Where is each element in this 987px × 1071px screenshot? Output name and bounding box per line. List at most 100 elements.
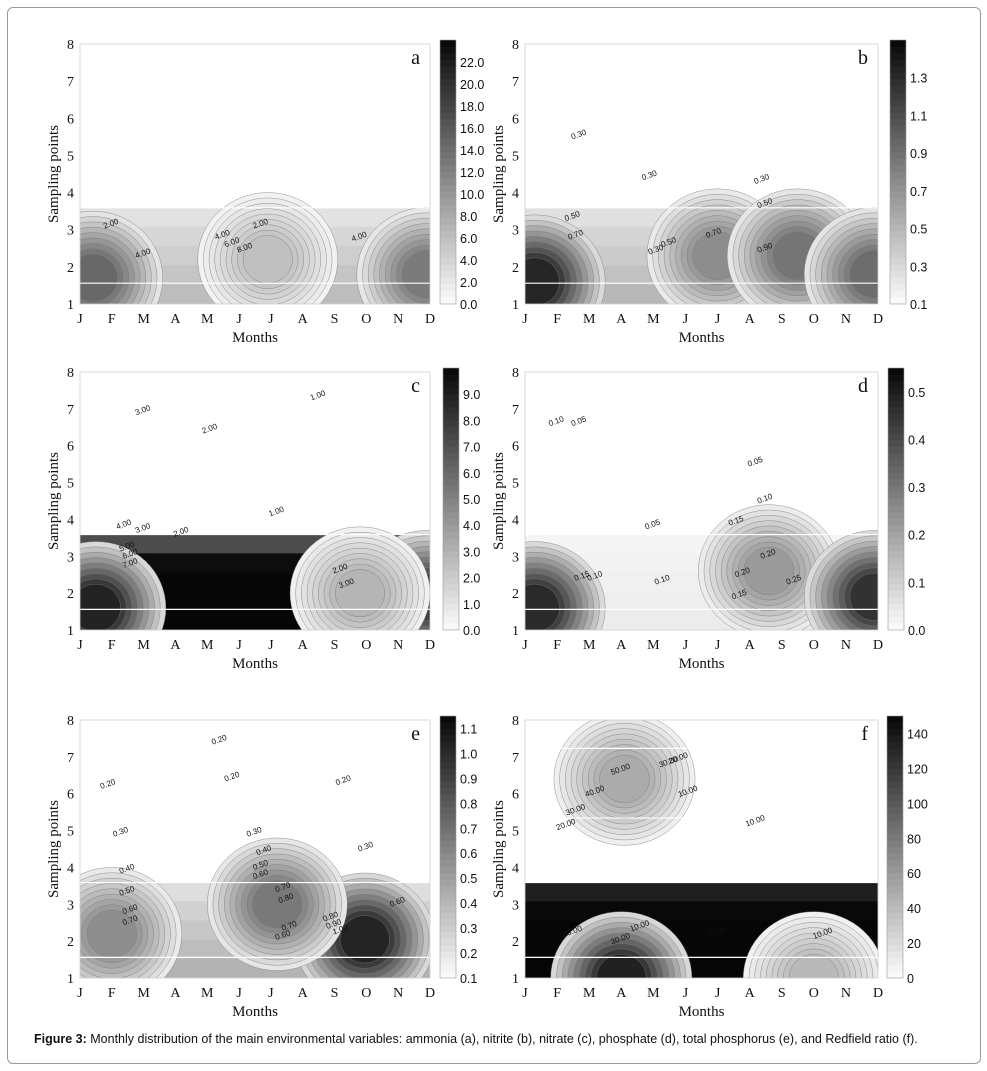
colorbar-segment: [440, 794, 456, 802]
colorbar-segment: [440, 774, 456, 782]
colorbar-segment: [887, 716, 903, 724]
x-tick-label: A: [745, 638, 756, 653]
colorbar-segment: [440, 879, 456, 887]
colorbar-segment: [888, 413, 904, 421]
colorbar-tick-label: 140: [907, 727, 928, 741]
x-tick-label: M: [201, 986, 214, 1001]
colorbar-segment: [890, 92, 906, 100]
colorbar-segment: [443, 571, 459, 579]
colorbar-segment: [887, 853, 903, 861]
colorbar-segment: [440, 244, 456, 252]
colorbar-segment: [890, 284, 906, 292]
plot-frame: [79, 719, 431, 979]
y-tick-label: 5: [67, 825, 74, 840]
colorbar-segment: [443, 564, 459, 572]
contour-field: [525, 372, 878, 630]
panel-label: a: [411, 47, 420, 69]
y-tick-label: 6: [67, 112, 74, 127]
x-tick-label: M: [137, 312, 150, 327]
x-tick-label: O: [361, 638, 371, 653]
panel-label: e: [411, 723, 420, 745]
x-tick-label: J: [236, 986, 242, 1001]
colorbar-segment: [440, 40, 456, 48]
colorbar-segment: [443, 459, 459, 467]
x-axis-label: Months: [679, 1004, 725, 1020]
y-tick-label: 2: [512, 587, 519, 602]
colorbar-segment: [443, 499, 459, 507]
y-tick-label: 8: [512, 366, 519, 381]
y-tick-label: 1: [512, 972, 519, 987]
colorbar-segment: [888, 590, 904, 598]
colorbar-tick-label: 0.5: [910, 223, 927, 237]
colorbar-segment: [890, 125, 906, 133]
colorbar-tick-label: 4.0: [460, 254, 477, 268]
colorbar-segment: [440, 106, 456, 114]
colorbar-segment: [890, 99, 906, 107]
colorbar-segment: [890, 119, 906, 127]
y-axis-label: Sampling points: [46, 452, 62, 550]
contour-field: [80, 372, 430, 630]
y-tick-label: 3: [67, 898, 74, 913]
colorbar-segment: [443, 368, 459, 376]
colorbar-frame: [439, 715, 457, 979]
x-tick-label: J: [522, 638, 528, 653]
x-tick-label: N: [393, 638, 403, 653]
colorbar-segment: [888, 426, 904, 434]
x-tick-label: N: [841, 312, 851, 327]
colorbar: 1.1 1.0 0.9 0.8 0.7 0.6 0.5 0.4 0.3 0.2 0.1: [439, 715, 477, 986]
colorbar-segment: [440, 53, 456, 61]
colorbar-segment: [440, 735, 456, 743]
y-tick-label: 5: [67, 149, 74, 164]
colorbar-segment: [888, 400, 904, 408]
x-tick-label: S: [778, 312, 786, 327]
colorbar-frame: [442, 367, 460, 631]
colorbar-segment: [443, 551, 459, 559]
colorbar-segment: [890, 251, 906, 259]
contour-blob: [849, 250, 878, 299]
colorbar-tick-label: 40: [907, 902, 921, 916]
colorbar-segment: [888, 407, 904, 415]
y-tick-label: 8: [512, 714, 519, 729]
colorbar: 22.0 20.0 18.0 16.0 14.0 12.0 10.0 8.0 6.0 4.0 2.0…: [439, 39, 484, 312]
colorbar-segment: [440, 768, 456, 776]
y-tick-label: 3: [67, 224, 74, 239]
colorbar-segment: [887, 932, 903, 940]
colorbar-segment: [440, 158, 456, 166]
colorbar-segment: [443, 479, 459, 487]
x-tick-label: M: [583, 638, 596, 653]
x-tick-label: M: [137, 638, 150, 653]
colorbar-frame: [886, 715, 904, 979]
colorbar-segment: [887, 735, 903, 743]
colorbar-segment: [890, 238, 906, 246]
colorbar-segment: [440, 899, 456, 907]
colorbar-tick-label: 9.0: [463, 388, 480, 402]
colorbar-segment: [887, 958, 903, 966]
colorbar-segment: [890, 132, 906, 140]
y-tick-label: 4: [512, 861, 519, 876]
colorbar-segment: [888, 466, 904, 474]
colorbar: 1.3 1.1 0.9 0.7 0.5 0.3 0.1: [889, 39, 927, 312]
colorbar-tick-label: 6.0: [460, 232, 477, 246]
colorbar-segment: [888, 557, 904, 565]
colorbar-tick-label: 8.0: [460, 210, 477, 224]
colorbar-segment: [440, 847, 456, 855]
colorbar-segment: [443, 394, 459, 402]
colorbar-tick-label: 1.0: [463, 598, 480, 612]
colorbar-tick-label: 0.7: [460, 822, 477, 836]
contour-blob: [252, 880, 303, 929]
plot-frame: [524, 719, 879, 979]
colorbar-segment: [887, 971, 903, 979]
contour-field: [80, 720, 430, 978]
x-tick-label: D: [873, 312, 883, 327]
x-tick-label: M: [647, 986, 660, 1001]
y-tick-label: 1: [67, 298, 74, 313]
y-tick-label: 5: [67, 477, 74, 492]
y-axis-label: Sampling points: [46, 125, 62, 223]
colorbar-segment: [888, 505, 904, 513]
x-tick-label: M: [583, 986, 596, 1001]
colorbar-segment: [887, 964, 903, 972]
colorbar-segment: [890, 277, 906, 285]
colorbar-segment: [440, 958, 456, 966]
colorbar-tick-label: 3.0: [463, 545, 480, 559]
colorbar-tick-label: 0.1: [908, 576, 925, 590]
